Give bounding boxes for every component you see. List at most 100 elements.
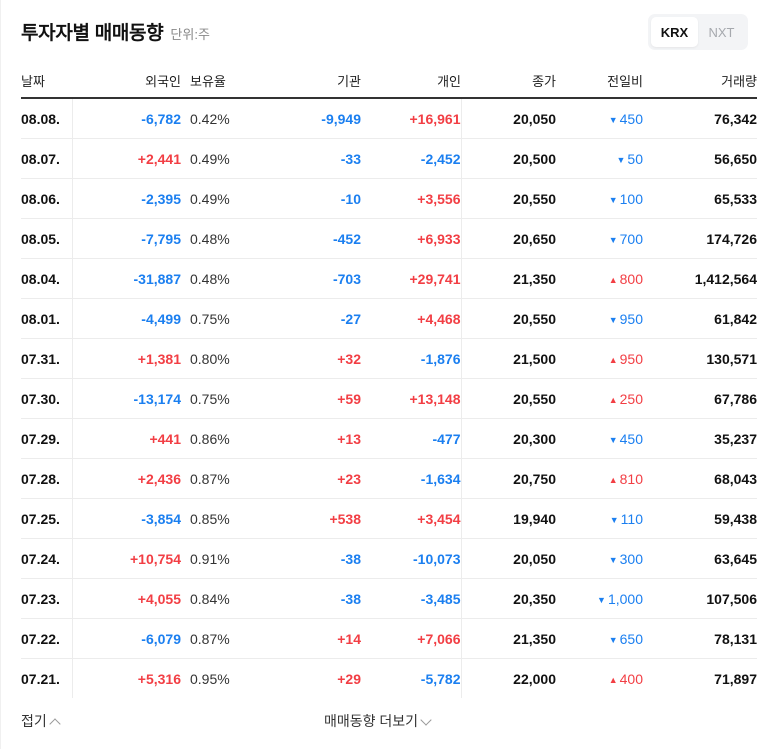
cell-individual: -477 <box>361 418 461 459</box>
cell-date: 08.01. <box>21 298 72 339</box>
cell-holding: 0.48% <box>181 258 260 299</box>
cell-holding: 0.86% <box>181 418 260 459</box>
cell-individual: -3,485 <box>361 578 461 619</box>
market-option-krx[interactable]: KRX <box>651 17 698 47</box>
col-header-foreign: 외국인 <box>72 64 181 99</box>
cell-change: ▼ 450 <box>556 98 643 139</box>
cell-individual: +16,961 <box>361 98 461 139</box>
cell-institution: -703 <box>260 258 361 299</box>
cell-date: 07.25. <box>21 498 72 539</box>
cell-individual: -1,634 <box>361 458 461 499</box>
cell-date: 08.05. <box>21 218 72 259</box>
cell-institution: +32 <box>260 338 361 379</box>
triangle-up-icon: ▲ <box>608 274 618 285</box>
cell-individual: +29,741 <box>361 258 461 299</box>
change-value: 450 <box>619 430 643 447</box>
cell-close: 21,350 <box>460 258 556 299</box>
cell-close: 19,940 <box>460 498 556 539</box>
cell-individual: +4,468 <box>361 298 461 339</box>
cell-date: 07.28. <box>21 458 72 499</box>
fold-label: 접기 <box>21 713 47 729</box>
cell-close: 21,350 <box>460 618 556 659</box>
cell-institution: +13 <box>260 418 361 459</box>
cell-holding: 0.87% <box>181 618 260 659</box>
change-value: 450 <box>619 110 643 127</box>
cell-date: 08.06. <box>21 178 72 219</box>
cell-change: ▼ 950 <box>556 298 643 339</box>
cell-change: ▲ 950 <box>556 338 643 379</box>
cell-volume: 78,131 <box>643 618 757 659</box>
cell-holding: 0.91% <box>181 538 260 579</box>
table-row: 07.21. +5,316 0.95% +29 -5,782 22,000 ▲ 400 71,8… <box>21 658 757 698</box>
more-trading-label: 매매동향 더보기 <box>324 713 419 729</box>
change-value: 300 <box>619 550 643 567</box>
cell-change: ▼ 1,000 <box>556 578 643 619</box>
table-row: 08.06. -2,395 0.49% -10 +3,556 20,550 ▼ 100 65,5… <box>21 178 757 219</box>
cell-volume: 56,650 <box>643 138 757 179</box>
cell-volume: 67,786 <box>643 378 757 419</box>
cell-date: 07.22. <box>21 618 72 659</box>
cell-foreign: +10,754 <box>71 538 181 579</box>
market-option-nxt[interactable]: NXT <box>708 24 735 40</box>
triangle-down-icon: ▼ <box>608 114 618 125</box>
cell-date: 07.23. <box>21 578 72 619</box>
col-header-individual: 개인 <box>361 64 461 99</box>
cell-foreign: +441 <box>71 418 181 459</box>
cell-change: ▼ 300 <box>556 538 643 579</box>
cell-close: 20,050 <box>460 538 556 579</box>
cell-volume: 130,571 <box>643 338 757 379</box>
triangle-down-icon: ▼ <box>616 154 626 165</box>
table-row: 08.08. -6,782 0.42% -9,949 +16,961 20,050 ▼ 450… <box>21 98 757 139</box>
cell-volume: 1,412,564 <box>643 258 757 299</box>
cell-foreign: -4,499 <box>71 298 181 339</box>
cell-foreign: -2,395 <box>71 178 181 219</box>
cell-foreign: -31,887 <box>71 258 181 299</box>
table-row: 08.04. -31,887 0.48% -703 +29,741 21,350 ▲ 800 1… <box>21 258 757 299</box>
change-value: 700 <box>619 230 643 247</box>
cell-close: 20,550 <box>460 298 556 339</box>
cell-individual: -10,073 <box>361 538 461 579</box>
more-trading-button[interactable]: 매매동향 더보기 <box>324 711 432 731</box>
cell-individual: +13,148 <box>361 378 461 419</box>
table-row: 07.29. +441 0.86% +13 -477 20,300 ▼ 450 35,237 <box>21 418 757 459</box>
cell-volume: 65,533 <box>643 178 757 219</box>
cell-volume: 63,645 <box>643 538 757 579</box>
table-header-row: 날짜 외국인 보유율 기관 개인 종가 전일비 거래량 <box>21 64 757 99</box>
cell-date: 07.24. <box>21 538 72 579</box>
table-row: 07.30. -13,174 0.75% +59 +13,148 20,550 ▲ 250 67… <box>21 378 757 419</box>
cell-close: 20,550 <box>460 178 556 219</box>
cell-holding: 0.48% <box>181 218 260 259</box>
col-header-volume: 거래량 <box>643 64 757 99</box>
change-value: 800 <box>619 270 643 287</box>
cell-close: 20,050 <box>460 98 556 139</box>
triangle-down-icon: ▼ <box>608 234 618 245</box>
cell-close: 20,750 <box>460 458 556 499</box>
change-value: 400 <box>619 670 643 687</box>
cell-date: 08.04. <box>21 258 72 299</box>
table-row: 07.25. -3,854 0.85% +538 +3,454 19,940 ▼ 110 59,… <box>21 498 757 539</box>
triangle-up-icon: ▲ <box>608 354 618 365</box>
cell-change: ▼ 450 <box>556 418 643 459</box>
cell-close: 21,500 <box>460 338 556 379</box>
cell-holding: 0.95% <box>190 670 230 687</box>
cell-volume: 71,897 <box>714 670 757 687</box>
cell-individual: +6,933 <box>361 218 461 259</box>
col-header-holding: 보유율 <box>181 64 260 99</box>
cell-institution: -9,949 <box>260 98 361 139</box>
triangle-down-icon: ▼ <box>608 634 618 645</box>
cell-holding: 0.84% <box>181 578 260 619</box>
change-value: 250 <box>619 390 643 407</box>
cell-foreign: +1,381 <box>71 338 181 379</box>
fold-button[interactable]: 접기 <box>21 711 61 731</box>
table-row: 07.22. -6,079 0.87% +14 +7,066 21,350 ▼ 650 78,1… <box>21 618 757 659</box>
table-row: 07.31. +1,381 0.80% +32 -1,876 21,500 ▲ 950 130,… <box>21 338 757 379</box>
table-row: 07.24. +10,754 0.91% -38 -10,073 20,050 ▼ 300 63… <box>21 538 757 579</box>
cell-change: ▲ 800 <box>556 258 643 299</box>
cell-individual: +3,454 <box>361 498 461 539</box>
triangle-down-icon: ▼ <box>609 514 619 525</box>
cell-individual: -2,452 <box>361 138 461 179</box>
panel-left-border <box>0 0 1 749</box>
cell-foreign: -3,854 <box>71 498 181 539</box>
cell-institution: -452 <box>260 218 361 259</box>
change-value: 100 <box>619 190 643 207</box>
